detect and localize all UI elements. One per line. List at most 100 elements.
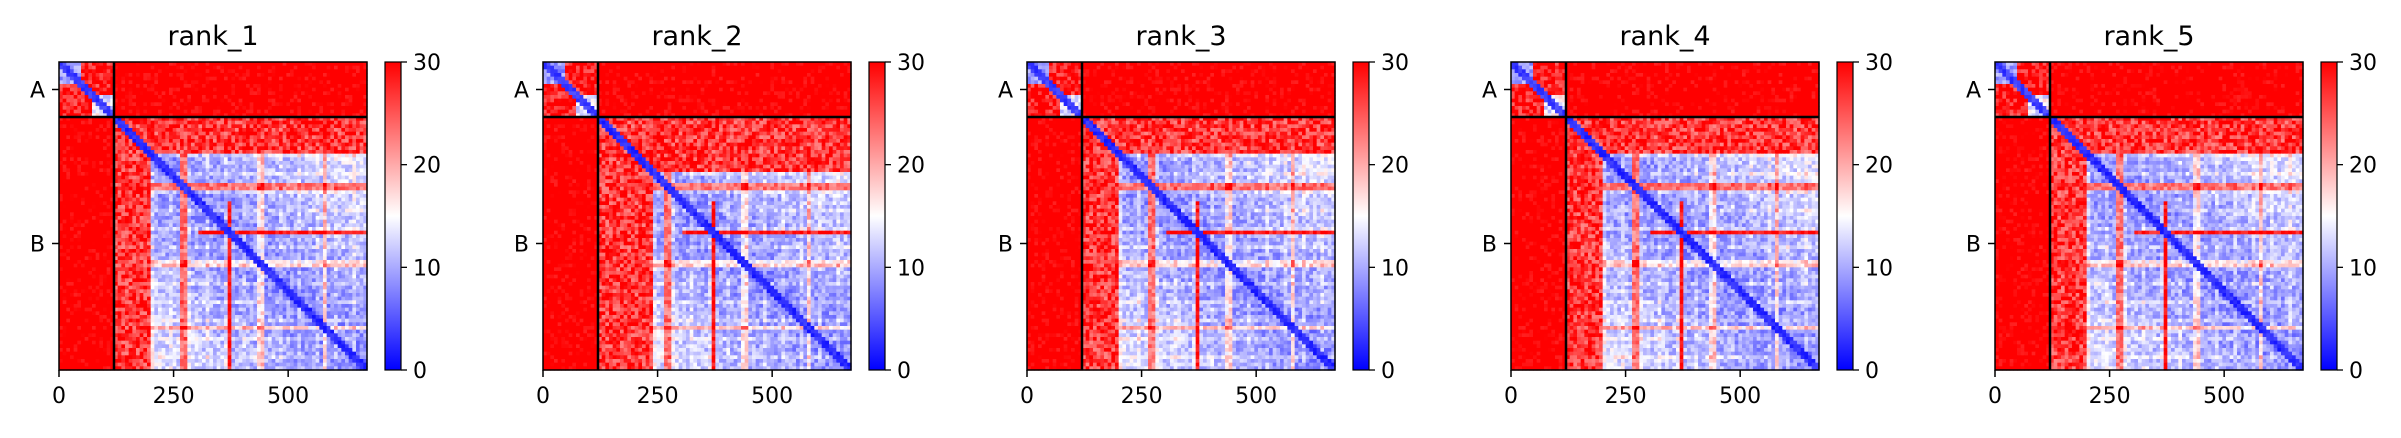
heatmap-cell	[363, 183, 368, 188]
heatmap-cell	[275, 139, 280, 144]
heatmap-cell	[275, 62, 280, 67]
heatmap-cell	[187, 87, 192, 92]
heatmap-cell	[70, 219, 75, 224]
heatmap-cell	[315, 216, 320, 221]
heatmap-cell	[114, 153, 119, 158]
heatmap-cell	[341, 271, 346, 276]
heatmap-cell	[136, 179, 141, 184]
heatmap-cell	[242, 274, 247, 279]
heatmap-cell	[308, 197, 313, 202]
heatmap-cell	[110, 150, 115, 155]
heatmap-cell	[290, 150, 295, 155]
heatmap-cell	[158, 252, 163, 257]
heatmap-cell	[88, 65, 93, 70]
heatmap-cell	[191, 109, 196, 114]
heatmap-cell	[114, 124, 119, 129]
heatmap-cell	[205, 183, 210, 188]
heatmap-cell	[114, 161, 119, 166]
heatmap-cell	[356, 91, 361, 96]
heatmap-cell	[169, 201, 174, 206]
heatmap-cell	[81, 73, 86, 78]
heatmap-cell	[114, 84, 119, 89]
heatmap-cell	[231, 234, 236, 239]
heatmap-cell	[150, 91, 155, 96]
heatmap-cell	[132, 190, 137, 195]
heatmap-cell	[106, 164, 111, 169]
heatmap-cell	[326, 124, 331, 129]
heatmap-cell	[110, 124, 115, 129]
heatmap-cell	[143, 183, 148, 188]
heatmap-cell	[106, 238, 111, 243]
heatmap-cell	[180, 263, 185, 268]
heatmap-cell	[271, 263, 276, 268]
heatmap-cell	[121, 120, 126, 125]
heatmap-cell	[165, 91, 170, 96]
heatmap-cell	[326, 238, 331, 243]
heatmap-cell	[165, 219, 170, 224]
heatmap-cell	[106, 267, 111, 272]
heatmap-cell	[150, 238, 155, 243]
heatmap-cell	[282, 183, 287, 188]
heatmap-cell	[172, 150, 177, 155]
heatmap-cell	[312, 183, 317, 188]
heatmap-cell	[169, 249, 174, 254]
heatmap-cell	[187, 98, 192, 103]
heatmap-cell	[117, 73, 122, 78]
heatmap-cell	[183, 124, 188, 129]
heatmap-cell	[161, 179, 166, 184]
heatmap-cell	[235, 139, 240, 144]
heatmap-cell	[216, 62, 221, 67]
heatmap-cell	[165, 256, 170, 261]
heatmap-cell	[183, 109, 188, 114]
heatmap-cell	[213, 216, 218, 221]
heatmap-cell	[77, 168, 82, 173]
heatmap-cell	[301, 190, 306, 195]
heatmap-cell	[106, 216, 111, 221]
heatmap-cell	[348, 73, 353, 78]
heatmap-cell	[297, 234, 302, 239]
heatmap-cell	[110, 263, 115, 268]
heatmap-cell	[363, 91, 368, 96]
heatmap-cell	[84, 271, 89, 276]
heatmap-cell	[62, 252, 67, 257]
heatmap-cell	[337, 194, 342, 199]
heatmap-cell	[282, 219, 287, 224]
heatmap-cell	[143, 91, 148, 96]
heatmap-cell	[154, 62, 159, 67]
heatmap-cell	[359, 230, 364, 235]
heatmap-cell	[334, 109, 339, 114]
heatmap-cell	[213, 91, 218, 96]
heatmap-cell	[220, 76, 225, 81]
heatmap-cell	[77, 142, 82, 147]
heatmap-cell	[341, 238, 346, 243]
heatmap-cell	[147, 62, 152, 67]
heatmap-cell	[172, 278, 177, 283]
heatmap-cell	[363, 179, 368, 184]
heatmap-cell	[290, 84, 295, 89]
heatmap-cell	[77, 230, 82, 235]
heatmap-cell	[301, 69, 306, 74]
heatmap-cell	[191, 76, 196, 81]
heatmap-cell	[125, 201, 130, 206]
heatmap-cell	[312, 120, 317, 125]
heatmap-cell	[84, 73, 89, 78]
heatmap-cell	[81, 197, 86, 202]
heatmap-cell	[88, 120, 93, 125]
heatmap-cell	[268, 109, 273, 114]
heatmap-cell	[59, 278, 64, 283]
heatmap-cell	[293, 95, 298, 100]
heatmap-cell	[359, 260, 364, 265]
heatmap-cell	[249, 113, 254, 118]
heatmap-cell	[158, 87, 163, 92]
heatmap-cell	[363, 216, 368, 221]
heatmap-cell	[224, 91, 229, 96]
heatmap-cell	[62, 256, 67, 261]
heatmap-cell	[286, 241, 291, 246]
heatmap-cell	[136, 194, 141, 199]
heatmap-cell	[231, 241, 236, 246]
heatmap-cell	[136, 62, 141, 67]
heatmap-cell	[326, 146, 331, 151]
heatmap-cell	[66, 208, 71, 213]
heatmap-cell	[315, 98, 320, 103]
